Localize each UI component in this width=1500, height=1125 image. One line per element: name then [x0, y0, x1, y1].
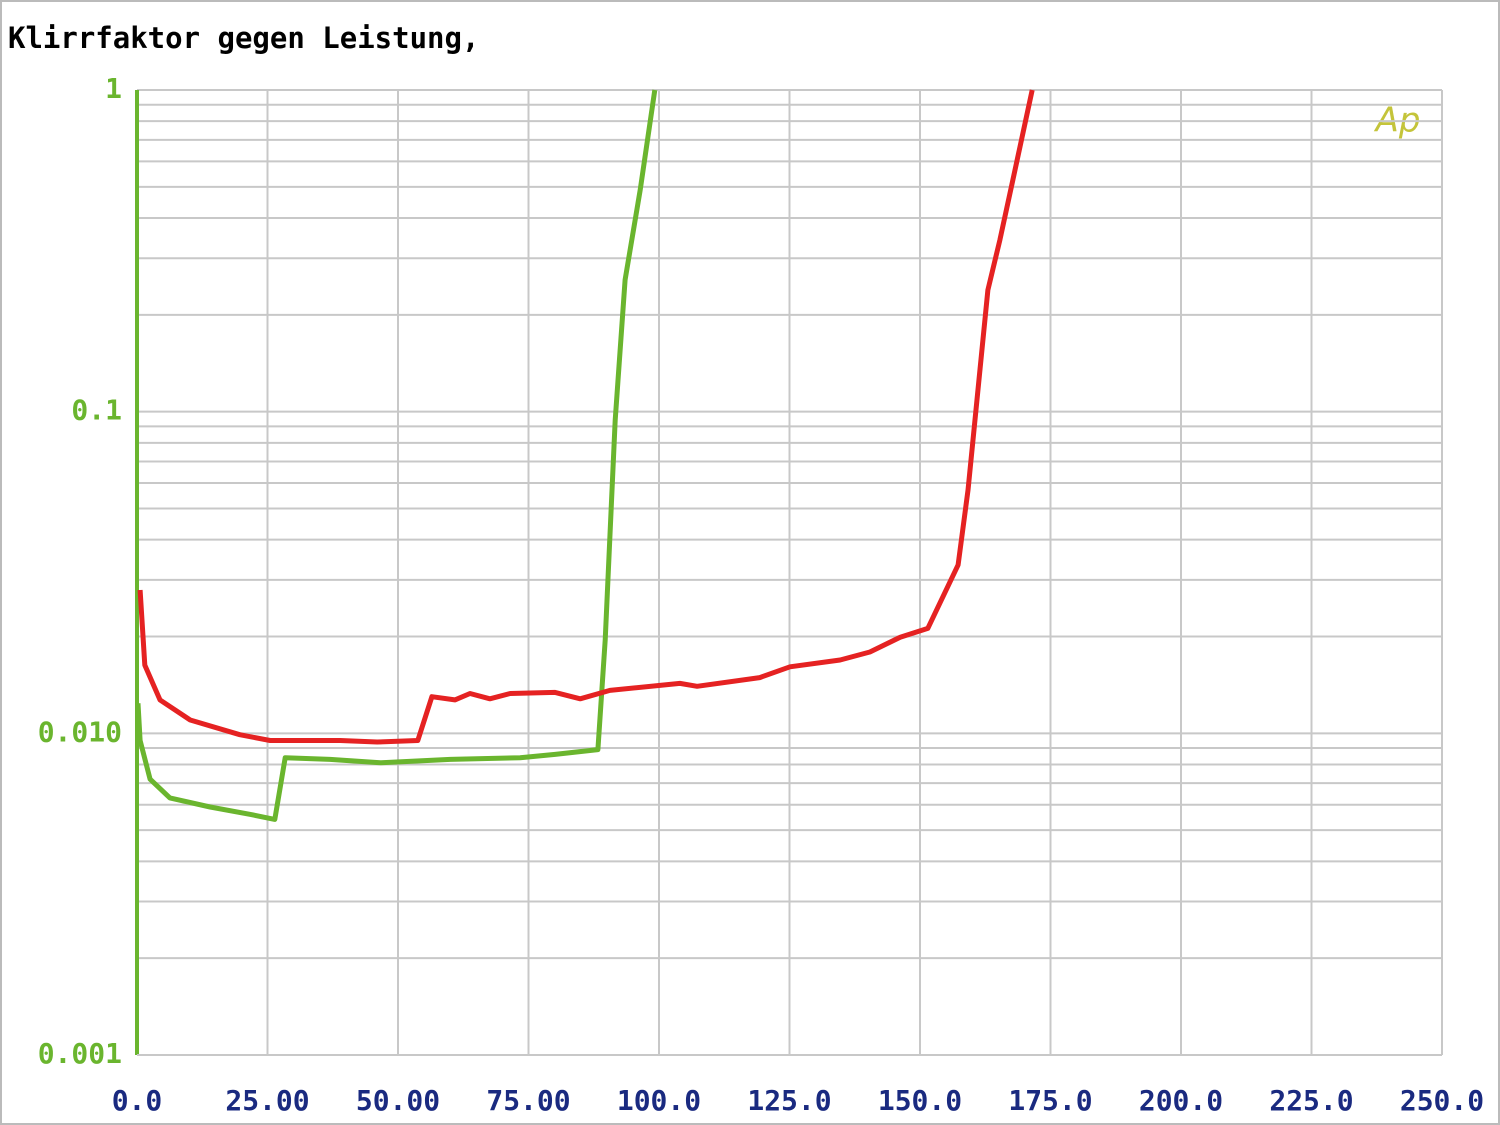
x-tick-label: 75.00 [486, 1084, 570, 1117]
data-line [137, 89, 1035, 745]
y-tick-label: 0.010 [38, 715, 122, 748]
y-tick-label: 0.001 [38, 1037, 122, 1070]
x-tick-label: 225.0 [1269, 1084, 1353, 1117]
y-tick-label: 1 [105, 72, 122, 105]
chart-title: Klirrfaktor gegen Leistung, [8, 21, 479, 55]
x-tick-label: 50.00 [356, 1084, 440, 1117]
y-tick-label: 0.1 [71, 394, 122, 427]
data-line [135, 89, 658, 822]
x-tick-label: 175.0 [1008, 1084, 1092, 1117]
x-tick-label: 100.0 [617, 1084, 701, 1117]
x-tick-label: 0.0 [112, 1084, 163, 1117]
x-tick-label: 125.0 [747, 1084, 831, 1117]
x-tick-label: 25.00 [225, 1084, 309, 1117]
x-tick-label: 200.0 [1139, 1084, 1223, 1117]
x-tick-label: 250.0 [1400, 1084, 1484, 1117]
x-tick-label: 150.0 [878, 1084, 962, 1117]
